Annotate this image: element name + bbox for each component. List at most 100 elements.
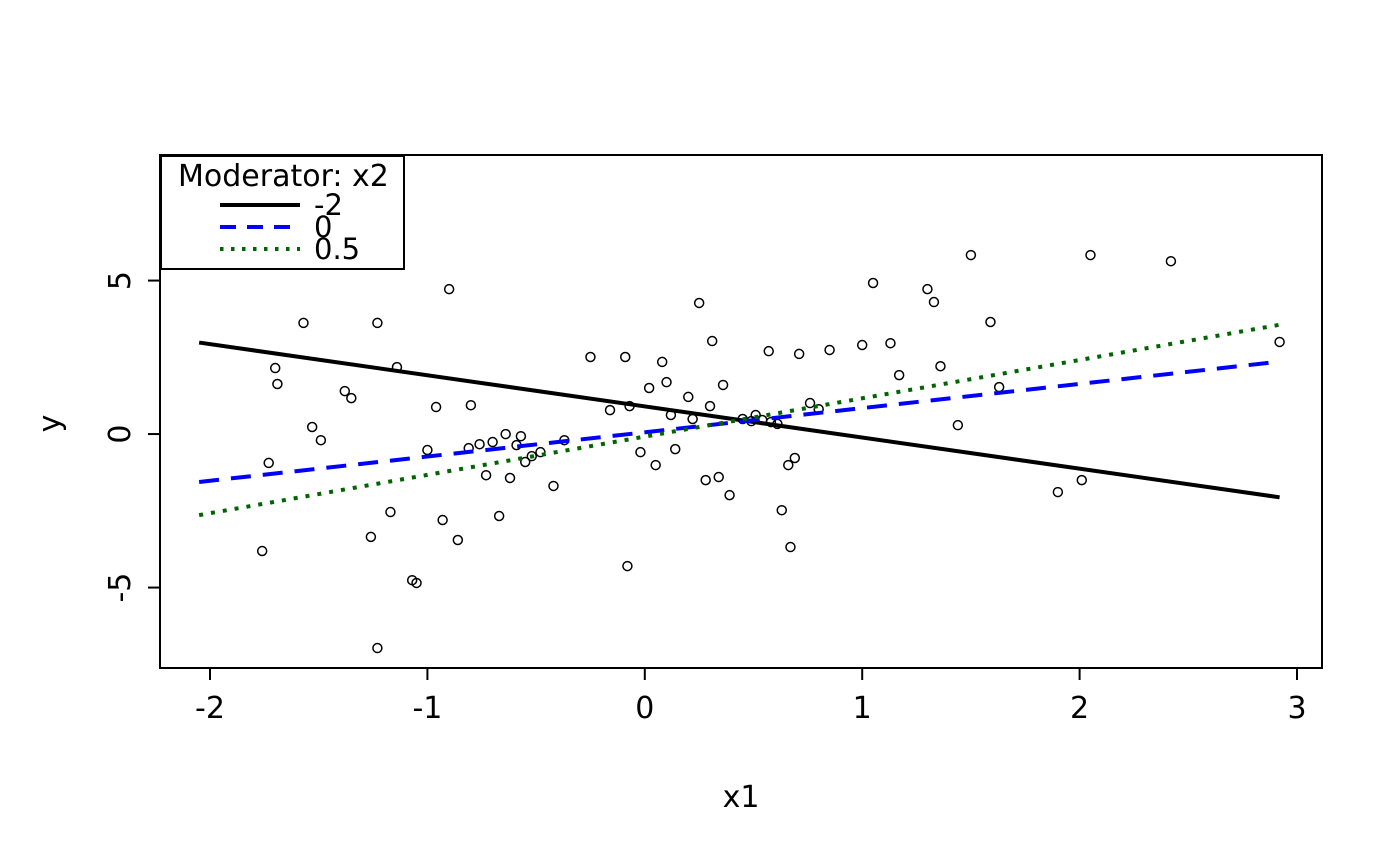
scatter-point [1076, 474, 1088, 486]
scatter-point [700, 474, 711, 486]
scatter-point [372, 642, 383, 654]
scatter-point [985, 316, 996, 328]
scatter-point [619, 351, 631, 363]
scatter-point [339, 385, 351, 397]
scatter-point [650, 459, 661, 471]
scatter-point [504, 472, 516, 484]
scatter-point [993, 381, 1005, 393]
scatter-point [1085, 249, 1096, 261]
scatter-point [452, 534, 464, 546]
scatter-point [885, 337, 896, 349]
scatter-point [706, 335, 718, 347]
scatter-point [411, 577, 422, 589]
scatter-point [661, 376, 672, 388]
scatter-point [893, 369, 905, 381]
scatter-point [1052, 486, 1064, 498]
scatter-point [693, 297, 705, 309]
scatter-point [776, 504, 788, 516]
scatter-point [952, 419, 964, 431]
y-tick-label: 5 [103, 271, 138, 290]
scatter-point [315, 434, 327, 446]
scatter-point [500, 428, 511, 440]
scatter-point [724, 489, 735, 501]
x-tick-label: -1 [412, 691, 442, 726]
scatter-point [298, 317, 309, 329]
scatter-point [515, 430, 527, 442]
scatter-point [856, 339, 868, 351]
x-tick-label: -2 [195, 691, 225, 726]
scatter-point [437, 514, 448, 526]
scatter-point [519, 456, 531, 468]
scatter-point [785, 541, 796, 553]
scatter-point [824, 344, 835, 356]
scatter-point [643, 382, 655, 394]
scatter-point [783, 459, 794, 471]
trend-line-solid [198, 340, 1280, 500]
scatter-point [548, 480, 559, 492]
scatter-point [487, 436, 498, 448]
scatter-point [687, 413, 698, 425]
legend-sample-line-solid [220, 203, 300, 207]
trend-line-dashed [198, 359, 1280, 484]
scatter-point [1274, 336, 1285, 348]
scatter-point [474, 438, 485, 450]
scatter-point [526, 450, 538, 462]
legend-entry: 0 [218, 210, 389, 244]
scatter-point [867, 277, 879, 289]
scatter-point [385, 506, 396, 518]
scatter-point [585, 351, 596, 363]
scatter-point [604, 404, 616, 416]
scatter-point [1165, 255, 1177, 267]
legend-title: Moderator: x2 [178, 159, 389, 194]
scatter-point [935, 360, 946, 372]
x-tick-label: 0 [635, 691, 654, 726]
scatter-point [804, 397, 816, 409]
legend-sample-line-dotted [220, 247, 300, 251]
scatter-point [263, 457, 274, 469]
scatter-point [713, 471, 724, 483]
legend-entry-label: 0 [314, 210, 333, 244]
scatter-point [928, 296, 940, 308]
scatter-point [669, 443, 681, 455]
legend-entry-label: -2 [314, 188, 343, 222]
x-axis-title: x1 [722, 780, 760, 815]
scatter-point [717, 379, 729, 391]
scatter-point [365, 531, 377, 543]
scatter-point [272, 378, 283, 390]
scatter-point [965, 249, 977, 261]
scatter-point [465, 399, 477, 411]
legend-entry: 0.5 [218, 232, 389, 266]
scatter-point [480, 469, 492, 481]
plot-box [159, 154, 1323, 669]
scatter-point [306, 421, 318, 433]
scatter-point [430, 401, 442, 413]
legend-sample-line-dashed [220, 225, 300, 229]
scatter-point [683, 391, 694, 403]
scatter-point [635, 446, 646, 458]
scatter-point [922, 283, 933, 295]
x-tick-label: 1 [853, 691, 872, 726]
y-tick-label: 0 [103, 425, 138, 444]
legend-entry: -2 [218, 188, 389, 222]
scatter-point [256, 545, 268, 557]
scatter-point [789, 452, 801, 464]
scatter-point [622, 560, 633, 572]
scatter-point [656, 356, 668, 368]
scatter-point [372, 317, 383, 329]
x-tick-label: 2 [1070, 691, 1089, 726]
scatter-point [269, 362, 281, 374]
scatter-point [346, 392, 357, 404]
legend: Moderator: x2 -2 0 0.5 [160, 155, 405, 270]
x-tick-label: 3 [1287, 691, 1306, 726]
y-tick-label: -5 [103, 573, 138, 603]
scatter-point [793, 348, 805, 360]
scatter-point [422, 444, 433, 456]
trend-line-dotted [198, 322, 1280, 518]
y-axis-title: y [32, 414, 68, 433]
legend-entry-label: 0.5 [314, 232, 361, 266]
scatter-point [704, 400, 716, 412]
scatter-point [443, 283, 455, 295]
scatter-point [763, 345, 774, 357]
